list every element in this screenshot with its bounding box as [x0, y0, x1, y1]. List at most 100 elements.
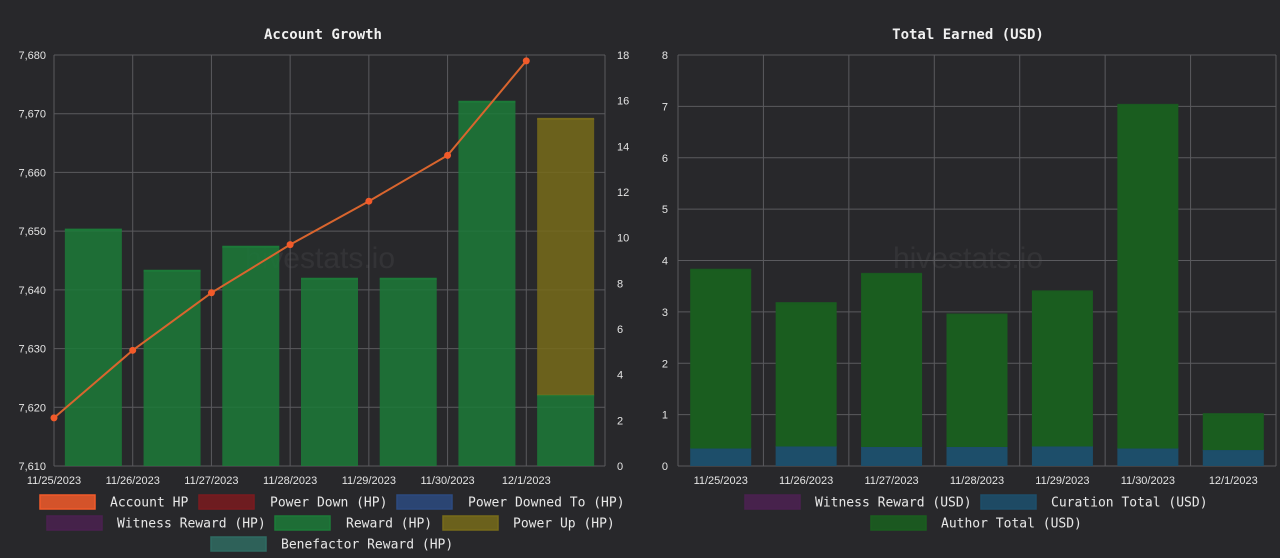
legend-label-power-down-hp: Power Down (HP) [270, 496, 387, 511]
account-growth-chart: Account Growth hivestats.io 7,6107,6207,… [18, 27, 629, 553]
bar-power-up-hp [537, 118, 595, 396]
x-axis-tick-label: 12/1/2023 [502, 475, 551, 487]
x-axis-tick-label: 12/1/2023 [1209, 475, 1258, 487]
legend-swatch-power-down-hp [198, 494, 255, 510]
account-hp-line [50, 57, 530, 422]
bar-curation-total-usd [946, 446, 1008, 466]
legend-label-power-up-hp: Power Up (HP) [513, 517, 615, 532]
legend-swatch-reward-hp [274, 515, 331, 531]
account-hp-point [365, 197, 373, 205]
legend-label-account-hp: Account HP [110, 496, 188, 511]
legend-swatch-power-up-hp [442, 515, 499, 531]
legend-swatch-account-hp [39, 494, 96, 510]
total-earned-ticks: 0 1 2 3 4 5 6 7 8 11/25/2023 11/26/2023 11/27/2023 1… [662, 50, 1258, 487]
left-axis-tick-label: 7,630 [18, 344, 46, 356]
legend-swatch-power-downed-to-hp [396, 494, 453, 510]
right-axis-tick-label: 12 [617, 187, 629, 199]
bar-author-total-usd [861, 273, 923, 447]
right-axis-tick-label: 0 [617, 461, 623, 473]
right-axis-tick-label: 8 [617, 278, 623, 290]
x-axis-tick-label: 11/30/2023 [1121, 475, 1175, 487]
bar-author-total-usd [1117, 104, 1179, 449]
bar-author-total-usd [1031, 291, 1093, 447]
right-axis-tick-label: 4 [617, 370, 623, 382]
legend-label-power-downed-to-hp: Power Downed To (HP) [468, 496, 625, 511]
account-growth-legend[interactable]: Account HP Power Down (HP) Power Downed To… [39, 494, 625, 553]
x-axis-tick-label: 11/25/2023 [694, 475, 748, 487]
left-axis-tick-label: 7,680 [18, 50, 46, 62]
bar-reward-hp [537, 395, 595, 466]
account-hp-point [286, 241, 294, 249]
total-earned-legend[interactable]: Witness Reward (USD) Curation Total (USD)… [744, 494, 1208, 532]
bar-author-total-usd [690, 269, 752, 449]
x-axis-tick-label: 11/29/2023 [342, 475, 396, 487]
y-axis-tick-label: 8 [662, 50, 668, 62]
total-earned-watermark: hivestats.io [893, 242, 1043, 275]
bar-reward-hp [64, 229, 122, 466]
x-axis-tick-label: 11/28/2023 [263, 475, 317, 487]
legend-swatch-author-total-usd [870, 515, 927, 531]
legend-label-witness-reward-usd: Witness Reward (USD) [815, 496, 972, 511]
legend-label-benefactor-reward-hp: Benefactor Reward (HP) [281, 538, 453, 553]
legend-label-reward-hp: Reward (HP) [346, 517, 432, 532]
x-axis-tick-label: 11/25/2023 [27, 475, 81, 487]
account-hp-point [207, 289, 215, 297]
right-axis-tick-label: 10 [617, 233, 629, 245]
left-axis-tick-label: 7,610 [18, 461, 46, 473]
account-hp-point [129, 346, 137, 354]
y-axis-tick-label: 6 [662, 153, 668, 165]
y-axis-tick-label: 4 [662, 256, 668, 268]
bar-curation-total-usd [1117, 448, 1179, 466]
bar-curation-total-usd [1202, 450, 1264, 466]
right-axis-tick-label: 16 [617, 96, 629, 108]
y-axis-tick-label: 3 [662, 307, 668, 319]
account-hp-point [50, 414, 58, 422]
bar-reward-hp [222, 246, 280, 466]
bar-author-total-usd [1202, 414, 1264, 451]
x-axis-tick-label: 11/26/2023 [779, 475, 833, 487]
left-axis-tick-label: 7,650 [18, 226, 46, 238]
bar-curation-total-usd [1031, 446, 1093, 466]
legend-label-witness-reward-hp: Witness Reward (HP) [117, 517, 266, 532]
y-axis-tick-label: 7 [662, 101, 668, 113]
bar-curation-total-usd [690, 448, 752, 466]
account-growth-bars [64, 100, 595, 466]
bar-reward-hp [301, 278, 358, 466]
y-axis-tick-label: 2 [662, 358, 668, 370]
bar-reward-hp [458, 101, 516, 466]
bar-author-total-usd [775, 303, 837, 447]
left-axis-tick-label: 7,660 [18, 167, 46, 179]
bar-author-total-usd [946, 314, 1008, 447]
y-axis-tick-label: 1 [662, 410, 668, 422]
account-growth-ticks: 7,610 7,620 7,630 7,640 7,650 7,660 7,670 7,680… [18, 50, 629, 487]
x-axis-tick-label: 11/27/2023 [184, 475, 238, 487]
legend-swatch-witness-reward-hp [46, 515, 103, 531]
total-earned-bars [690, 103, 1264, 466]
right-axis-tick-label: 6 [617, 324, 623, 336]
bar-reward-hp [379, 278, 437, 466]
left-axis-tick-label: 7,620 [18, 402, 46, 414]
account-hp-point [444, 151, 452, 159]
bar-curation-total-usd [861, 446, 923, 466]
legend-label-author-total-usd: Author Total (USD) [941, 517, 1082, 532]
legend-label-curation-total-usd: Curation Total (USD) [1051, 496, 1208, 511]
account-growth-title: Account Growth [264, 27, 382, 43]
y-axis-tick-label: 5 [662, 204, 668, 216]
x-axis-tick-label: 11/29/2023 [1035, 475, 1089, 487]
x-axis-tick-label: 11/28/2023 [950, 475, 1004, 487]
right-axis-tick-label: 18 [617, 50, 629, 62]
bar-reward-hp [143, 270, 201, 466]
right-axis-tick-label: 2 [617, 415, 623, 427]
left-axis-tick-label: 7,670 [18, 109, 46, 121]
account-hp-point [522, 57, 530, 65]
y-axis-tick-label: 0 [662, 461, 668, 473]
bar-curation-total-usd [775, 446, 837, 466]
legend-swatch-curation-total-usd [980, 494, 1037, 510]
legend-swatch-benefactor-reward-hp [210, 536, 267, 552]
right-axis-tick-label: 14 [617, 141, 629, 153]
x-axis-tick-label: 11/26/2023 [106, 475, 160, 487]
legend-swatch-witness-reward-usd [744, 494, 801, 510]
total-earned-title: Total Earned (USD) [892, 27, 1044, 43]
x-axis-tick-label: 11/27/2023 [864, 475, 918, 487]
